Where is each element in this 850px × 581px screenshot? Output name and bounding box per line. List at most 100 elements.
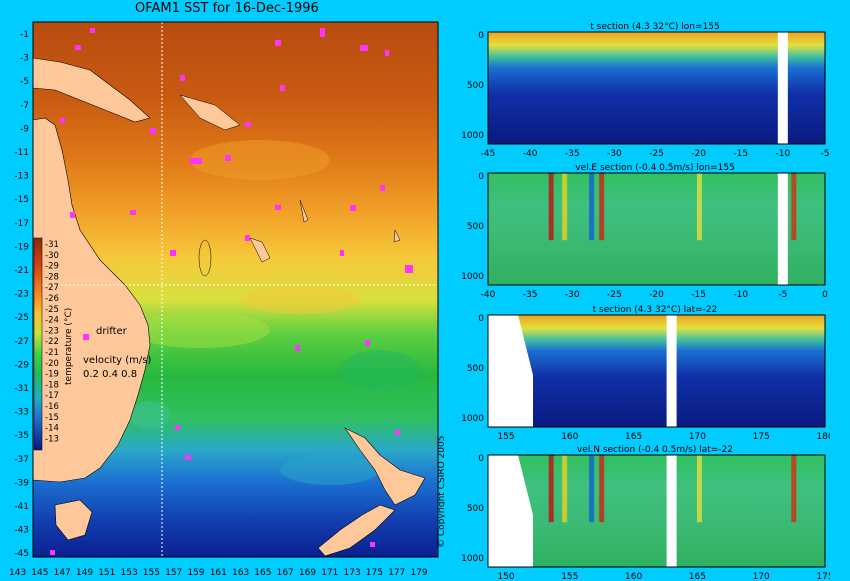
colorbar-tick-label: -27 <box>45 283 59 293</box>
colorbar-tick-label: -21 <box>45 348 59 358</box>
section-panel[interactable]: vel.E section (-0.4 0.5m/s) lon=155 0 500 1… <box>460 161 830 299</box>
drifter-legend-label: drifter <box>96 326 128 337</box>
x-tick-label: -35 <box>565 149 580 158</box>
colorbar-tick-label: -18 <box>45 380 59 390</box>
colorbar-tick-label: -15 <box>45 413 59 423</box>
lon-tick-label: 157 <box>165 568 182 578</box>
x-tick-label: -10 <box>776 149 791 158</box>
land-australia <box>32 117 151 483</box>
panel-frame <box>487 31 826 145</box>
lat-tick-label: -1 <box>20 30 29 40</box>
x-tick-label: 150 <box>497 572 514 581</box>
depth-tick-label: 1000 <box>461 554 484 564</box>
x-tick-label: -5 <box>778 290 787 299</box>
land-new-guinea <box>32 57 151 123</box>
x-tick-label: -25 <box>607 290 622 299</box>
lat-tick-label: -19 <box>14 242 29 252</box>
lon-tick-label: 167 <box>277 568 294 578</box>
lon-tick-label: 143 <box>9 568 26 578</box>
land-mask <box>488 315 533 427</box>
depth-tick-label: 500 <box>467 504 484 514</box>
x-tick-label: 165 <box>689 572 706 581</box>
land-new-zealand-south <box>317 504 396 557</box>
section-panel[interactable]: vel.N section (-0.4 0.5m/s) lat=-22 0 500 1… <box>460 443 830 581</box>
lat-tick-label: -13 <box>14 172 29 182</box>
land-tasmania <box>54 499 93 541</box>
lat-tick-label: -37 <box>14 455 29 465</box>
lon-tick-label: 159 <box>187 568 204 578</box>
x-tick-label: 0 <box>822 290 828 299</box>
lon-tick-label: 163 <box>232 568 249 578</box>
x-tick-label: -5 <box>821 149 830 158</box>
depth-tick-label: 0 <box>478 314 484 324</box>
lat-tick-label: -25 <box>14 313 29 323</box>
velocity-band <box>791 173 797 241</box>
x-tick-label: 180 <box>816 432 830 441</box>
map-frame <box>32 21 439 558</box>
section-field <box>488 455 825 567</box>
lon-tick-label: 179 <box>410 568 427 578</box>
x-tick-label: -30 <box>607 149 622 158</box>
panel-frame <box>487 172 826 286</box>
lon-tick-label: 171 <box>321 568 338 578</box>
velocity-band <box>562 173 568 241</box>
colorbar-label: temperature (°C) <box>64 308 74 385</box>
x-tick-label: -20 <box>649 290 664 299</box>
colorbar-tick-label: -24 <box>45 316 59 326</box>
x-tick-label: -45 <box>481 149 496 158</box>
x-tick-label: -40 <box>481 290 496 299</box>
velocity-band <box>562 455 568 523</box>
colorbar-tick-label: -19 <box>45 370 59 380</box>
lat-tick-label: -33 <box>14 408 29 418</box>
panel-frame <box>487 454 826 568</box>
colorbar-tick-label: -14 <box>45 424 59 434</box>
velocity-band <box>589 173 595 241</box>
velocity-band <box>696 173 702 241</box>
lon-tick-label: 175 <box>366 568 383 578</box>
section-field <box>488 173 825 285</box>
x-tick-label: 165 <box>625 432 642 441</box>
section-panel[interactable]: t section (4.3 32°C) lat=-22 0 500 1000 155 1… <box>460 303 830 441</box>
land-mask <box>488 455 533 567</box>
section-panel[interactable]: t section (4.3 32°C) lon=155 0 500 1000 -45 -… <box>460 20 830 158</box>
x-tick-label: -15 <box>691 290 706 299</box>
lat-tick-label: -23 <box>14 290 29 300</box>
x-tick-label: 175 <box>816 572 830 581</box>
lon-tick-label: 153 <box>121 568 138 578</box>
lat-tick-label: -7 <box>20 101 29 111</box>
x-tick-label: 160 <box>625 572 642 581</box>
depth-tick-label: 0 <box>478 31 484 41</box>
colorbar-ticks: -31-30-29-28-27-26-25-24-23-22-21-20-19-… <box>45 240 59 444</box>
x-tick-label: 155 <box>561 572 578 581</box>
panel-title: t section (4.3 32°C) lon=155 <box>590 22 719 32</box>
lat-axis-ticks: -1 -3 -5 -7 -9 -11 -13 -15 -17 -19 -21 -23 -25 -27 -29… <box>14 30 29 559</box>
lon-tick-label: 147 <box>54 568 71 578</box>
depth-tick-label: 500 <box>467 364 484 374</box>
lon-tick-label: 151 <box>98 568 115 578</box>
lat-tick-label: -43 <box>14 526 29 536</box>
depth-tick-label: 500 <box>467 222 484 232</box>
lon-tick-label: 149 <box>76 568 93 578</box>
land-mask <box>777 32 788 144</box>
x-tick-label: 175 <box>753 432 770 441</box>
colorbar-tick-label: -20 <box>45 359 59 369</box>
velocity-band <box>696 455 702 523</box>
colorbar-tick-label: -26 <box>45 294 59 304</box>
sst-map[interactable]: temperature (°C) -31-30-29-28-27-26-25-2… <box>0 0 445 580</box>
colorbar-tick-label: -29 <box>45 262 59 272</box>
lat-tick-label: -15 <box>14 195 29 205</box>
lon-tick-label: 161 <box>210 568 227 578</box>
section-field <box>488 315 825 427</box>
velocity-band <box>548 455 554 523</box>
x-tick-label: -10 <box>733 290 748 299</box>
velocity-band <box>791 455 797 523</box>
land-mask <box>666 315 677 427</box>
lat-tick-label: -11 <box>14 148 29 158</box>
panel-title: vel.E section (-0.4 0.5m/s) lon=155 <box>575 163 735 173</box>
lat-tick-label: -31 <box>14 384 29 394</box>
lat-tick-label: -29 <box>14 360 29 370</box>
depth-tick-label: 0 <box>478 454 484 464</box>
lat-tick-label: -3 <box>20 54 29 64</box>
land-mask <box>666 455 677 567</box>
velocity-band <box>599 173 605 241</box>
